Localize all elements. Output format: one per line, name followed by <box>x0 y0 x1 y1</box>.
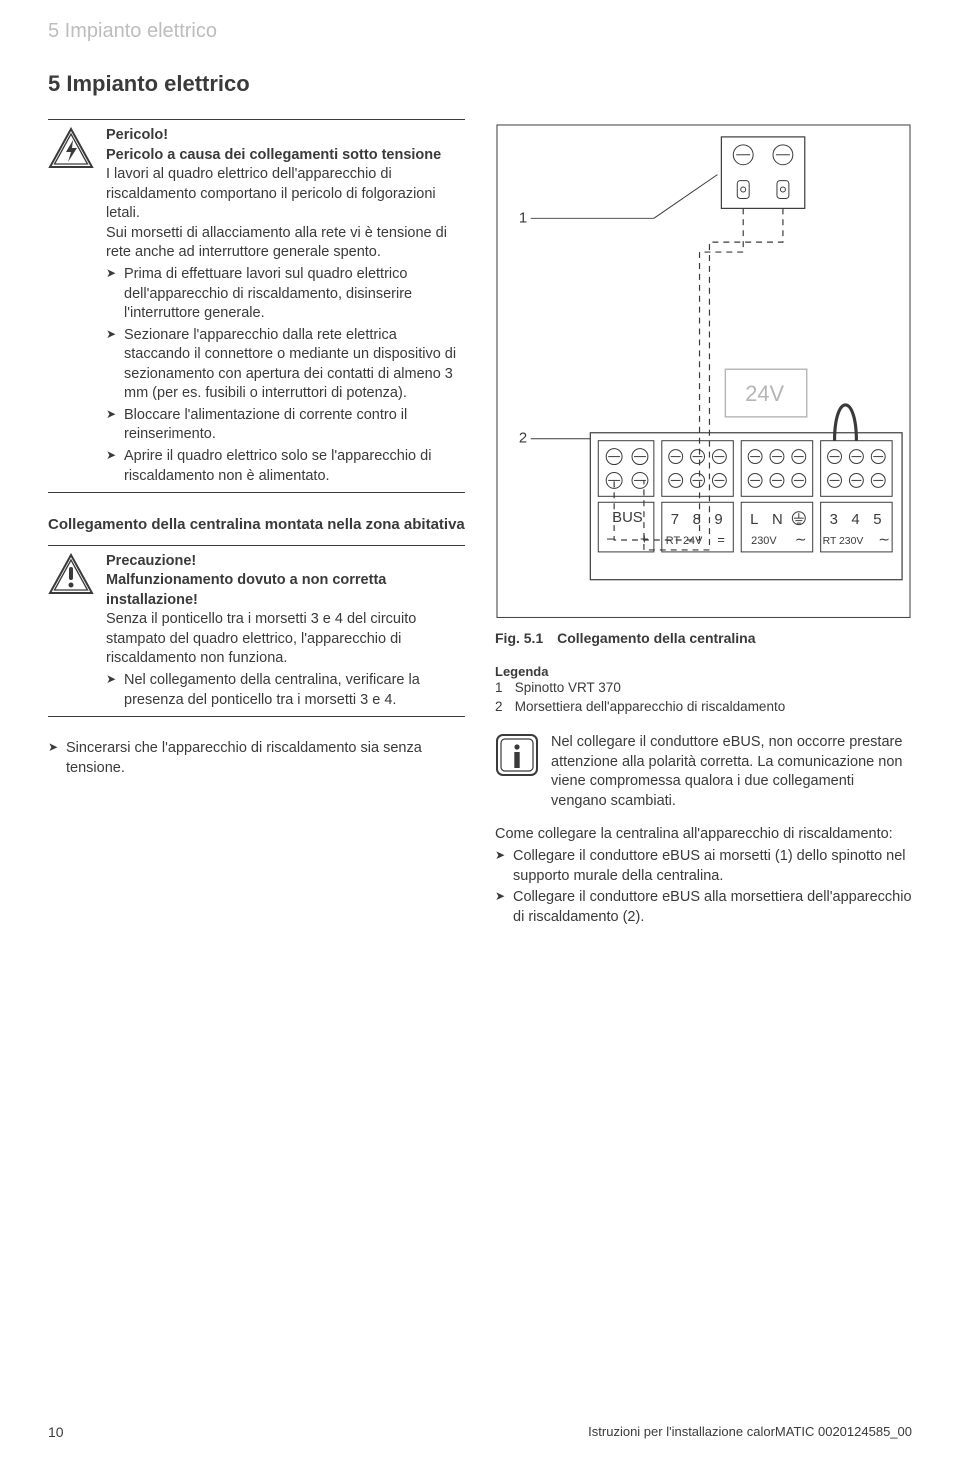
block-ln <box>741 441 812 497</box>
legend-row: 2 Morsettiera dell'apparecchio di riscal… <box>495 698 912 717</box>
svg-text:L: L <box>750 512 758 528</box>
terminal-labels: BUS − + 789 RT 24V = LN <box>598 502 892 552</box>
voltage-module: 24V <box>725 369 806 417</box>
connect-intro: Come collegare la centralina all'apparec… <box>495 825 912 845</box>
list-item: Prima di effettuare lavori sul quadro el… <box>106 265 465 324</box>
mount-heading: Collegamento della centralina montata ne… <box>48 515 465 535</box>
caution-icon <box>48 552 94 598</box>
svg-text:∼: ∼ <box>795 531 807 547</box>
svg-text:7: 7 <box>671 512 679 528</box>
info-block: Nel collegare il conduttore eBUS, non oc… <box>495 733 912 811</box>
danger-body: I lavori al quadro elettrico dell'appare… <box>106 165 465 224</box>
info-text: Nel collegare il conduttore eBUS, non oc… <box>551 733 912 811</box>
page-number: 10 <box>48 1424 64 1440</box>
page-footer: 10 Istruzioni per l'installazione calorM… <box>48 1424 912 1440</box>
danger-subtitle: Pericolo a causa dei collegamenti sotto … <box>106 146 465 166</box>
left-column: Pericolo! Pericolo a causa dei collegame… <box>48 119 465 927</box>
legend-title: Legenda <box>495 664 912 679</box>
legend-rows: 1 Spinotto VRT 3702 Morsettiera dell'app… <box>495 679 912 717</box>
svg-text:5: 5 <box>873 512 881 528</box>
svg-text:∼: ∼ <box>878 531 890 547</box>
running-header: 5 Impianto elettrico <box>48 20 912 43</box>
dashed-wires <box>614 208 783 550</box>
svg-text:BUS: BUS <box>612 510 643 526</box>
wiring-diagram: 1 24V 2 <box>495 123 912 619</box>
leader-2: 2 <box>519 431 527 447</box>
svg-text:N: N <box>772 512 783 528</box>
electric-hazard-icon <box>48 126 94 172</box>
plug-block <box>721 137 804 208</box>
footer-right: Istruzioni per l'installazione calorMATI… <box>588 1424 912 1440</box>
svg-text:=: = <box>717 532 725 547</box>
list-item: Bloccare l'alimentazione di corrente con… <box>106 406 465 445</box>
terminal-outer <box>590 433 902 580</box>
connect-list: Collegare il conduttore eBUS ai morsetti… <box>495 847 912 927</box>
list-item: Collegare il conduttore eBUS ai morsetti… <box>495 847 912 886</box>
leader-1: 1 <box>519 210 527 226</box>
svg-text:RT 230V: RT 230V <box>823 536 864 547</box>
caution-body: Senza il ponticello tra i morsetti 3 e 4… <box>106 610 465 669</box>
danger-block: Pericolo! Pericolo a causa dei collegame… <box>48 119 465 486</box>
info-icon <box>495 733 539 777</box>
legend-row: 1 Spinotto VRT 370 <box>495 679 912 698</box>
svg-text:+: + <box>640 532 649 548</box>
figure-number: Fig. 5.1 <box>495 630 543 646</box>
list-item: Collegare il conduttore eBUS alla morset… <box>495 888 912 927</box>
svg-text:−: − <box>606 532 615 548</box>
svg-text:3: 3 <box>830 512 838 528</box>
svg-text:230V: 230V <box>751 535 777 547</box>
list-item: Nel collegamento della centralina, verif… <box>106 671 465 710</box>
caution-action-list: Nel collegamento della centralina, verif… <box>106 671 465 710</box>
figure-title: Collegamento della centralina <box>557 630 755 646</box>
danger-title: Pericolo! <box>106 126 465 146</box>
section-title: 5 Impianto elettrico <box>48 71 912 97</box>
caution-subtitle: Malfunzionamento dovuto a non corretta i… <box>106 571 465 610</box>
block-345 <box>821 441 892 497</box>
right-column: 1 24V 2 <box>495 119 912 927</box>
list-item: Sincerarsi che l'apparecchio di riscalda… <box>48 739 465 778</box>
block-789 <box>662 441 733 497</box>
jumper-3-4 <box>835 405 857 441</box>
danger-body2: Sui morsetti di allacciamento alla rete … <box>106 224 465 263</box>
caution-title: Precauzione! <box>106 552 465 572</box>
svg-text:8: 8 <box>693 512 701 528</box>
list-item: Aprire il quadro elettrico solo se l'app… <box>106 447 465 486</box>
svg-text:24V: 24V <box>745 381 784 406</box>
danger-action-list: Prima di effettuare lavori sul quadro el… <box>106 265 465 486</box>
ensure-no-voltage-list: Sincerarsi che l'apparecchio di riscalda… <box>48 739 465 778</box>
svg-text:9: 9 <box>714 512 722 528</box>
svg-text:4: 4 <box>851 512 859 528</box>
svg-text:RT 24V: RT 24V <box>666 535 703 547</box>
caution-block: Precauzione! Malfunzionamento dovuto a n… <box>48 545 465 711</box>
block-bus <box>598 441 654 497</box>
list-item: Sezionare l'apparecchio dalla rete elett… <box>106 326 465 404</box>
figure-caption: Fig. 5.1 Collegamento della centralina <box>495 630 912 646</box>
figure-wrap: 1 24V 2 <box>495 119 912 646</box>
